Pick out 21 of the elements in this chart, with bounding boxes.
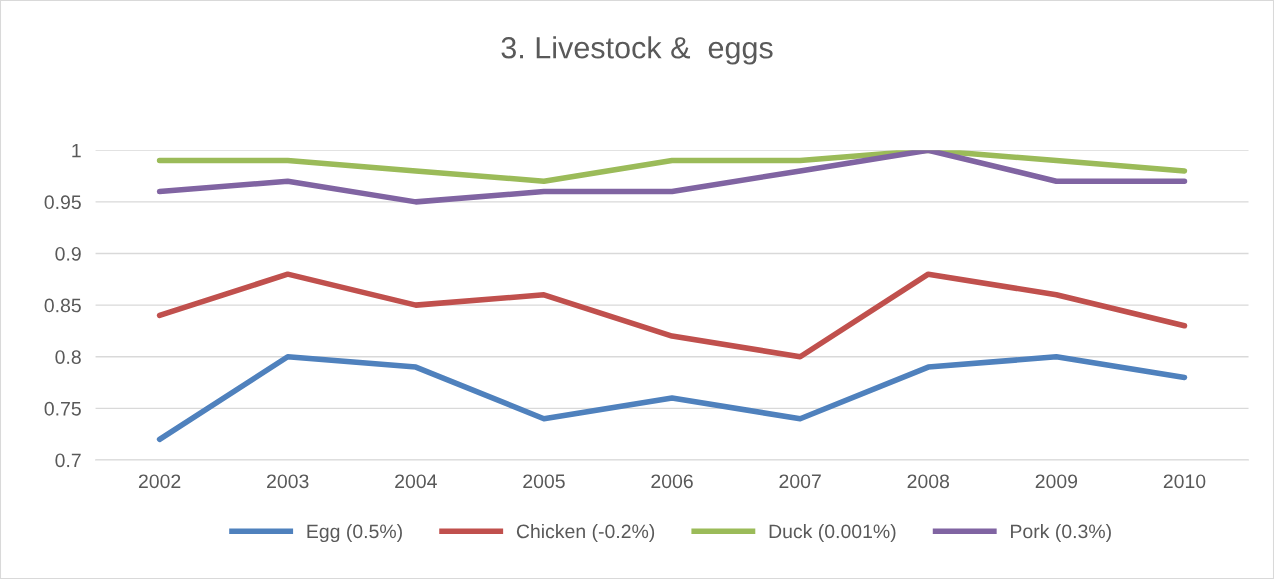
y-tick-label: 0.85 — [44, 298, 81, 313]
y-tick-label: 0.9 — [55, 246, 81, 261]
legend-label: Duck (0.001%) — [769, 523, 896, 543]
y-tick-label: 0.75 — [44, 401, 81, 416]
x-tick-label: 2002 — [138, 474, 181, 489]
x-tick-label: 2010 — [1163, 474, 1206, 489]
y-tick-label: 1 — [72, 143, 81, 158]
y-tick-label: 0.8 — [55, 350, 81, 364]
y-tick-label: 0.95 — [44, 195, 81, 210]
legend-label: Egg (0.5%) — [307, 523, 402, 543]
x-tick-label: 2009 — [1035, 474, 1078, 489]
x-tick-label: 2003 — [267, 474, 309, 489]
legend-label: Chicken (-0.2%) — [516, 523, 655, 543]
x-tick-label: 2007 — [779, 474, 821, 489]
x-tick-label: 2004 — [395, 474, 437, 489]
y-tick-label: 0.7 — [55, 453, 81, 468]
x-tick-label: 2006 — [651, 474, 693, 489]
x-tick-label: 2005 — [523, 474, 565, 489]
legend-label: Pork (0.3%) — [1011, 523, 1111, 543]
x-tick-label: 2008 — [907, 474, 950, 489]
chart-title: 3. Livestock & eggs — [501, 36, 773, 65]
